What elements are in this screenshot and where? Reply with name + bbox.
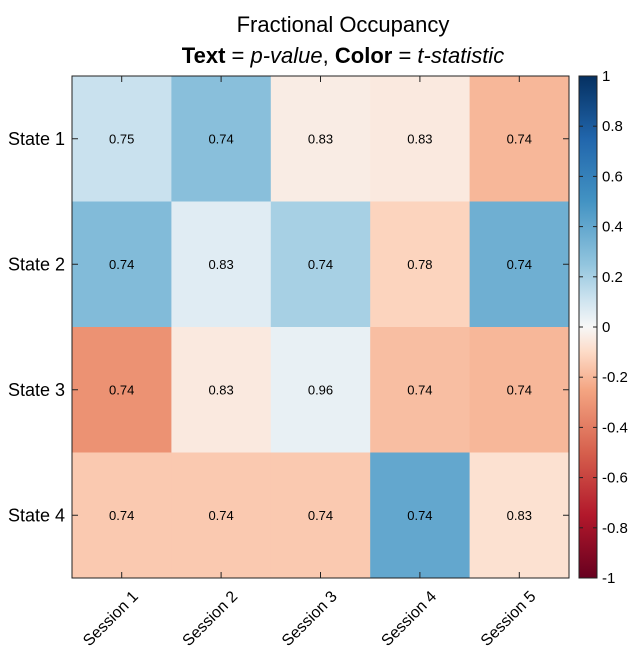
row-label: State 3 bbox=[8, 380, 65, 400]
heatmap-cell bbox=[370, 76, 471, 202]
column-labels: Session 1 Session 2 Session 3 Session 4 Sess… bbox=[80, 588, 539, 650]
row-label: State 1 bbox=[8, 129, 65, 149]
heatmap-cell bbox=[72, 201, 172, 328]
cell-pvalue-label: 0.83 bbox=[208, 382, 233, 397]
colorbar-tick-label: 0.8 bbox=[602, 118, 623, 135]
row-label: State 2 bbox=[8, 254, 65, 274]
cell-pvalue-label: 0.74 bbox=[507, 131, 532, 146]
cell-pvalue-label: 0.96 bbox=[308, 382, 333, 397]
subtitle-color-word: Color bbox=[335, 43, 393, 68]
heatmap-cell bbox=[72, 452, 172, 579]
column-label: Session 3 bbox=[279, 588, 341, 650]
cell-pvalue-label: 0.74 bbox=[109, 257, 134, 272]
cell-pvalue-label: 0.74 bbox=[407, 508, 432, 523]
subtitle-sep: , bbox=[323, 43, 335, 68]
column-label: Session 2 bbox=[180, 588, 242, 650]
subtitle-tstat-word: t-statistic bbox=[417, 43, 504, 68]
row-labels: State 1 State 2 State 3 State 4 bbox=[8, 129, 65, 526]
heatmap-cell bbox=[370, 201, 471, 328]
cell-pvalue-label: 0.74 bbox=[208, 508, 233, 523]
colorbar-tick-label: 0 bbox=[602, 319, 610, 336]
row-label: State 4 bbox=[8, 505, 65, 525]
row-ticks bbox=[72, 138, 569, 516]
cell-pvalue-label: 0.75 bbox=[109, 131, 134, 146]
heatmap-cell bbox=[171, 452, 272, 579]
chart-title: Fractional Occupancy bbox=[237, 12, 450, 37]
column-label: Session 5 bbox=[478, 588, 540, 650]
colorbar-tick-label: 0.2 bbox=[602, 269, 623, 286]
cell-pvalue-label: 0.74 bbox=[507, 382, 532, 397]
cell-pvalue-label: 0.83 bbox=[507, 508, 532, 523]
subtitle-pvalue-word: p-value bbox=[249, 43, 322, 68]
cell-pvalue-label: 0.74 bbox=[507, 257, 532, 272]
heatmap-cell bbox=[270, 452, 371, 579]
colorbar-ticks: 1 0.8 0.6 0.4 0.2 0 -0.2 -0.4 -0.6 -0.8 -1 bbox=[579, 68, 628, 587]
heatmap-cell bbox=[370, 452, 471, 579]
column-label: Session 1 bbox=[80, 588, 142, 650]
heatmap-cell bbox=[270, 201, 371, 328]
heatmap-cell bbox=[270, 327, 371, 453]
cell-pvalue-label: 0.83 bbox=[208, 257, 233, 272]
colorbar-tick-label: 0.4 bbox=[602, 219, 623, 236]
subtitle-text-word: Text bbox=[182, 43, 226, 68]
heatmap-cell bbox=[171, 201, 272, 328]
cell-pvalue-label: 0.74 bbox=[308, 508, 333, 523]
heatmap-cell bbox=[171, 327, 272, 453]
colorbar-tick-label: -1 bbox=[602, 570, 615, 587]
colorbar-tick-label: 1 bbox=[602, 68, 610, 85]
colorbar-tick-label: 0.6 bbox=[602, 168, 623, 185]
subtitle-eq1: = bbox=[225, 43, 250, 68]
heatmap-cell bbox=[469, 76, 570, 202]
cell-pvalue-label: 0.83 bbox=[407, 131, 432, 146]
heatmap-cells: 0.75 0.74 0.83 0.83 0.74 0.74 0.83 0.74 0.78 0.74… bbox=[72, 76, 570, 579]
heatmap-cell bbox=[469, 327, 570, 453]
heatmap-cell bbox=[72, 76, 172, 202]
chart-subtitle: Text = p-value, Color = t-statistic bbox=[182, 43, 504, 68]
cell-pvalue-label: 0.74 bbox=[208, 131, 233, 146]
cell-pvalue-label: 0.83 bbox=[308, 131, 333, 146]
heatmap-cell bbox=[469, 452, 570, 579]
heatmap-cell bbox=[72, 327, 172, 453]
colorbar-tick-label: -0.4 bbox=[602, 419, 628, 436]
heatmap-cell bbox=[370, 327, 471, 453]
column-label: Session 4 bbox=[378, 588, 440, 650]
cell-pvalue-label: 0.74 bbox=[407, 382, 432, 397]
colorbar-tick-label: -0.2 bbox=[602, 369, 628, 386]
colorbar-tick-label: -0.6 bbox=[602, 470, 628, 487]
colorbar-tick-label: -0.8 bbox=[602, 520, 628, 537]
heatmap-cell bbox=[469, 201, 570, 328]
cell-pvalue-label: 0.74 bbox=[109, 508, 134, 523]
column-ticks bbox=[121, 76, 520, 578]
cell-pvalue-label: 0.74 bbox=[109, 382, 134, 397]
cell-pvalue-label: 0.74 bbox=[308, 257, 333, 272]
heatmap-cell bbox=[171, 76, 272, 202]
cell-pvalue-label: 0.78 bbox=[407, 257, 432, 272]
heatmap-cell bbox=[270, 76, 371, 202]
subtitle-eq2: = bbox=[392, 43, 417, 68]
